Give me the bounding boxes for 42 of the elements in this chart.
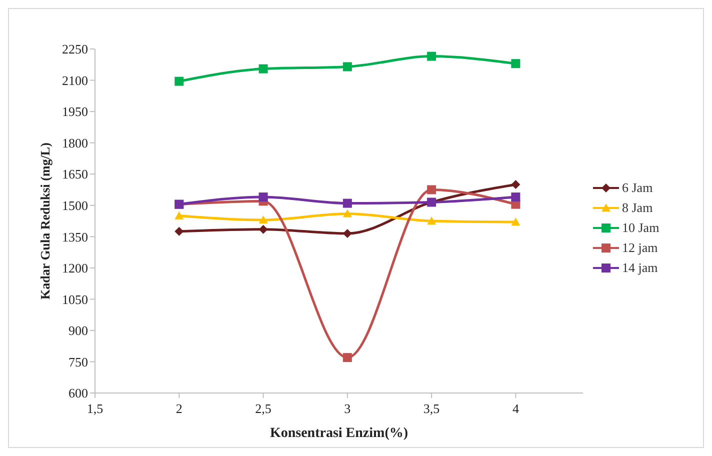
legend-label: 8 Jam <box>622 200 653 216</box>
x-tick-label: 3,5 <box>423 401 440 416</box>
x-tick-label: 2 <box>176 401 182 416</box>
point <box>174 211 184 220</box>
y-tick-label: 1950 <box>62 104 88 120</box>
y-tick-label: 600 <box>68 386 88 401</box>
y-tick-label: 900 <box>68 323 88 338</box>
y-axis-title: Kadar Gula Reduksi (mg/L) <box>38 142 53 300</box>
y-tick-label: 1050 <box>62 292 88 307</box>
y-tick-label: 750 <box>68 354 88 370</box>
point <box>258 224 268 234</box>
point <box>511 218 520 226</box>
y-tick-label: 1500 <box>62 198 88 213</box>
point <box>427 216 436 225</box>
legend-label: 12 jam <box>622 240 658 256</box>
point <box>511 192 520 202</box>
point <box>342 209 352 218</box>
point <box>427 185 436 194</box>
y-tick-label: 2250 <box>62 42 88 57</box>
point <box>258 64 268 74</box>
y-tick-label: 1800 <box>62 135 88 150</box>
x-tick-label: 3 <box>344 401 351 416</box>
y-tick-label: 2100 <box>62 72 88 88</box>
point <box>258 215 268 224</box>
point <box>427 52 436 61</box>
legend-label: 14 jam <box>622 260 658 276</box>
point <box>342 198 352 208</box>
legend-label: 6 Jam <box>622 180 653 196</box>
x-tick-label: 1,5 <box>86 401 104 416</box>
point <box>511 180 520 190</box>
point <box>511 59 520 68</box>
y-tick-label: 1650 <box>62 166 88 182</box>
x-tick-label: 2,5 <box>255 401 272 416</box>
point <box>174 76 184 86</box>
point <box>342 62 352 72</box>
x-axis-title: Konsentrasi Enzim(%) <box>270 426 408 441</box>
point <box>342 353 352 362</box>
legend-label: 10 Jam <box>622 220 660 236</box>
x-tick-label: 4 <box>512 401 520 416</box>
y-tick-label: 1200 <box>62 260 88 276</box>
point <box>258 192 268 202</box>
y-tick-label: 1350 <box>62 229 88 244</box>
